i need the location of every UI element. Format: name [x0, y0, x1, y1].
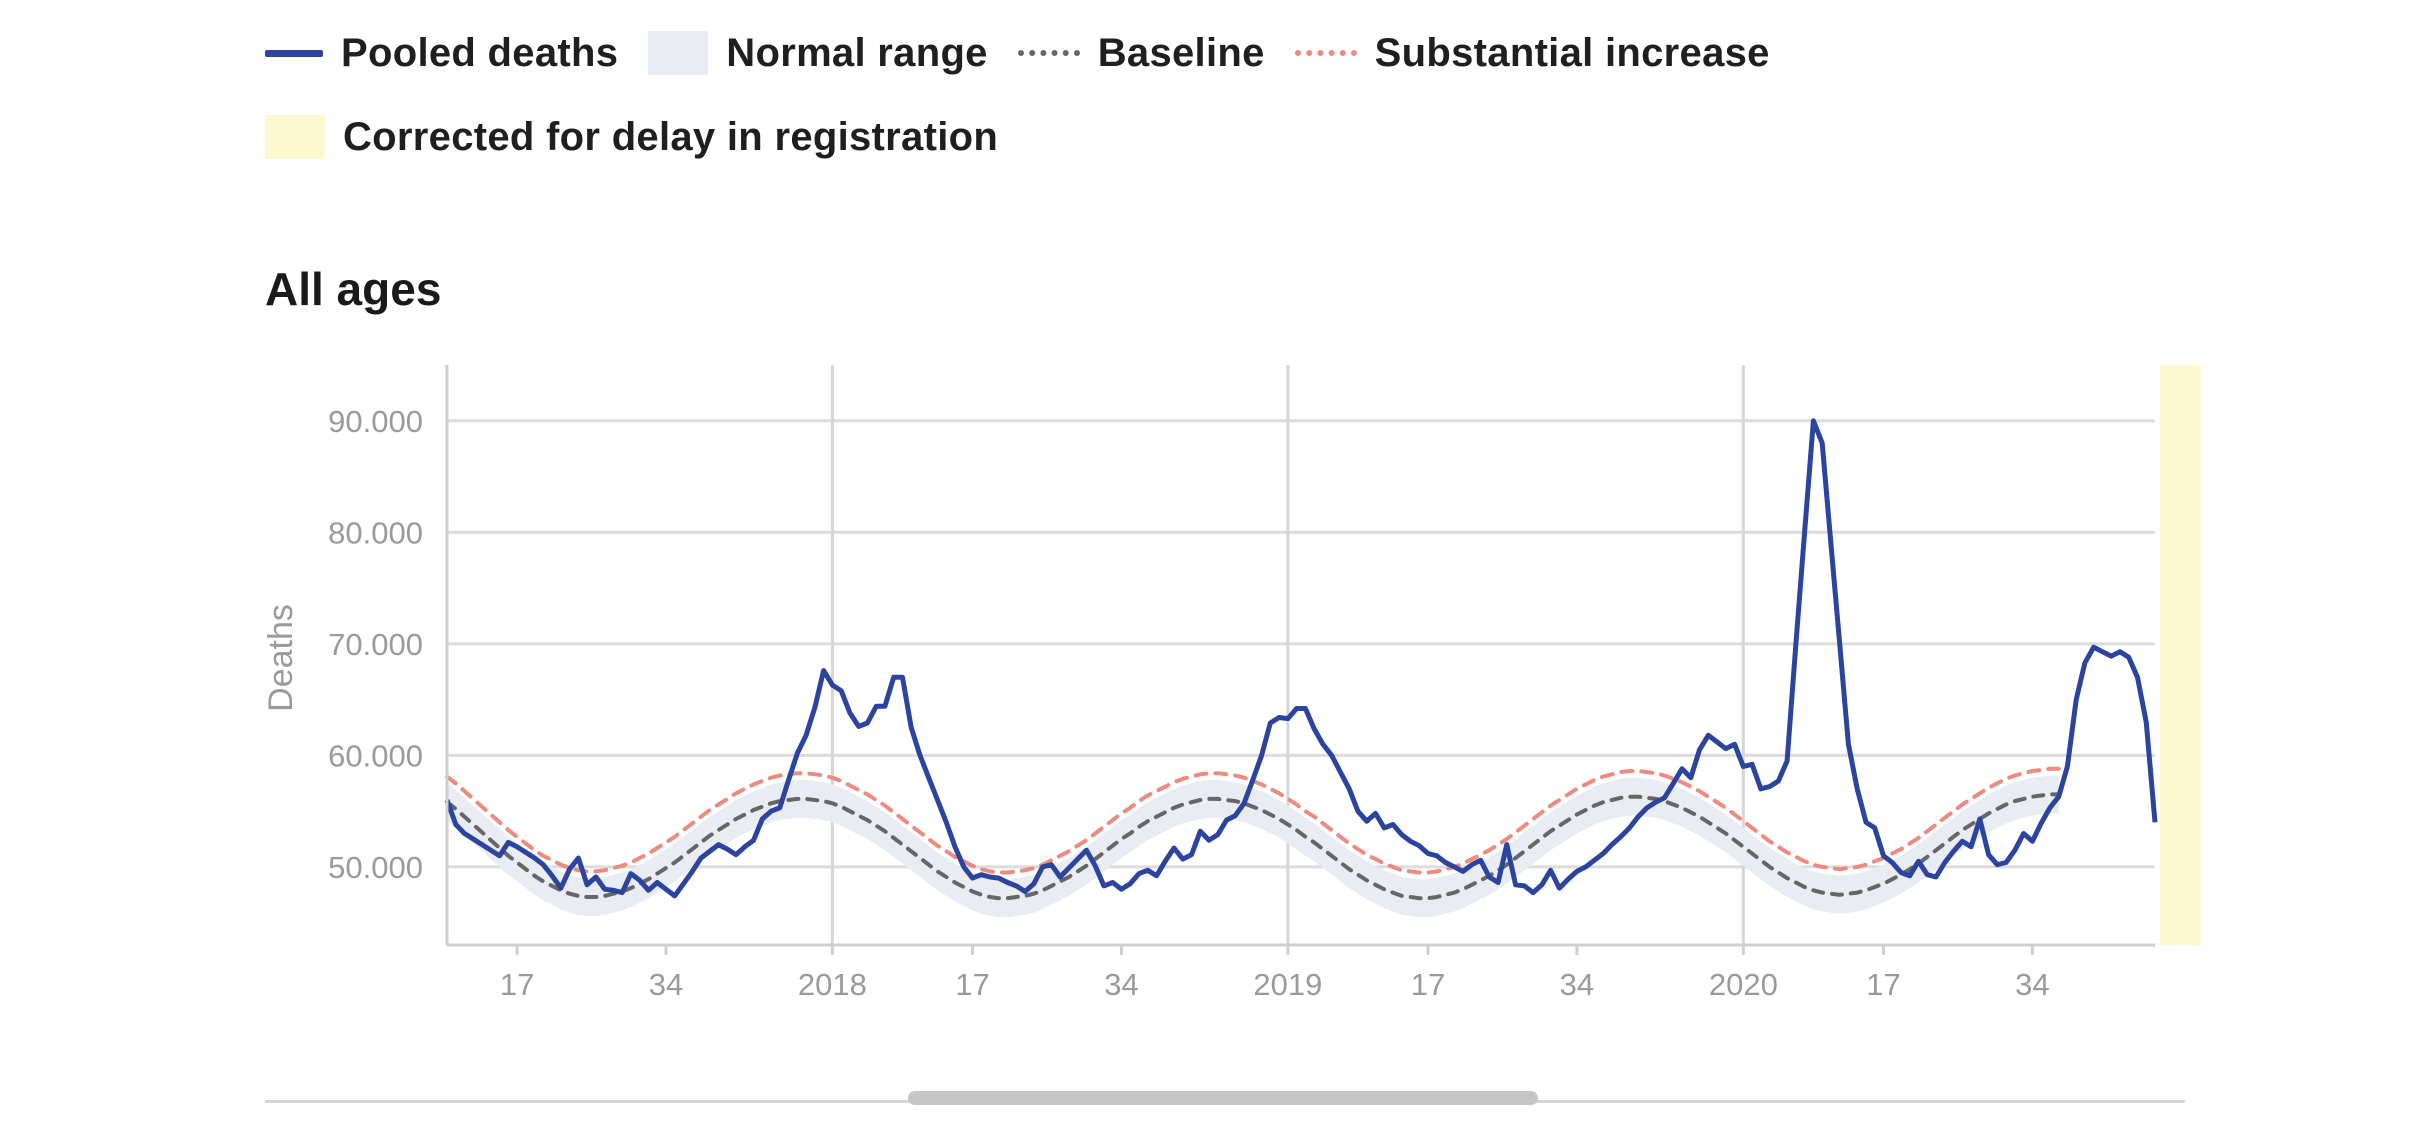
x-tick-label: 34: [649, 967, 683, 1002]
substantial-increase-swatch: [1294, 50, 1357, 56]
baseline-line: [445, 792, 2061, 901]
normal-range-area: [447, 775, 2059, 918]
normal-range-swatch: [648, 31, 709, 75]
x-tick-label: 17: [1411, 967, 1445, 1002]
baseline-swatch: [1017, 50, 1080, 56]
legend-label: Baseline: [1097, 30, 1265, 75]
x-tick-label: 17: [955, 967, 989, 1002]
y-axis-label: Deaths: [262, 604, 300, 712]
legend-item-pooled-deaths[interactable]: Pooled deaths: [265, 31, 618, 76]
grid: [447, 365, 2155, 945]
x-tick-label: 34: [2015, 967, 2049, 1002]
legend-row-delay: Corrected for delay in registration: [265, 104, 2165, 170]
legend-item-normal-range[interactable]: Normal range: [648, 31, 987, 76]
x-tick-label: 2020: [1709, 967, 1778, 1002]
pooled-deaths-polyline: [444, 418, 2158, 899]
legend-label: Substantial increase: [1374, 30, 1770, 75]
delay-correction-rect: [2160, 365, 2201, 945]
delay-correction-swatch: [265, 115, 325, 159]
axes: [445, 365, 2155, 947]
legend: Pooled deaths Normal range Baseline Subs…: [265, 20, 2165, 170]
legend-label: Corrected for delay in registration: [343, 114, 999, 159]
y-tick-label: 90.000: [328, 404, 423, 439]
y-tick-label: 50.000: [328, 850, 423, 885]
pooled-deaths-line: [444, 418, 2158, 899]
x-tick-label: 2018: [798, 967, 867, 1002]
legend-item-substantial-increase[interactable]: Substantial increase: [1294, 30, 1770, 76]
y-tick-label: 80.000: [328, 515, 423, 550]
legend-row-main: Pooled deaths Normal range Baseline Subs…: [265, 20, 2165, 86]
baseline-polyline: [445, 792, 2061, 901]
y-tick-labels: 50.000 60.000 70.000 80.000 90.000: [328, 404, 423, 885]
x-tick-label: 34: [1104, 967, 1138, 1002]
legend-label: Normal range: [726, 30, 988, 75]
chart-title: All ages: [265, 263, 442, 315]
delay-correction-region: [2160, 365, 2201, 945]
x-tick-label: 17: [1866, 967, 1900, 1002]
x-tick-label: 2019: [1253, 967, 1322, 1002]
x-tick-label: 17: [500, 967, 534, 1002]
y-tick-label: 70.000: [328, 627, 423, 662]
legend-item-delay-correction[interactable]: Corrected for delay in registration: [265, 115, 998, 160]
legend-label: Pooled deaths: [341, 30, 619, 75]
normal-range-band: [447, 775, 2059, 918]
legend-item-baseline[interactable]: Baseline: [1017, 30, 1265, 76]
pooled-deaths-swatch: [265, 49, 323, 57]
y-tick-label: 60.000: [328, 738, 423, 773]
x-tick-labels: 17 34 2018 17 34 2019 17 34 2020 17 34: [500, 945, 2050, 1002]
x-tick-label: 34: [1560, 967, 1594, 1002]
horizontal-scrollbar-thumb[interactable]: [908, 1091, 1538, 1105]
